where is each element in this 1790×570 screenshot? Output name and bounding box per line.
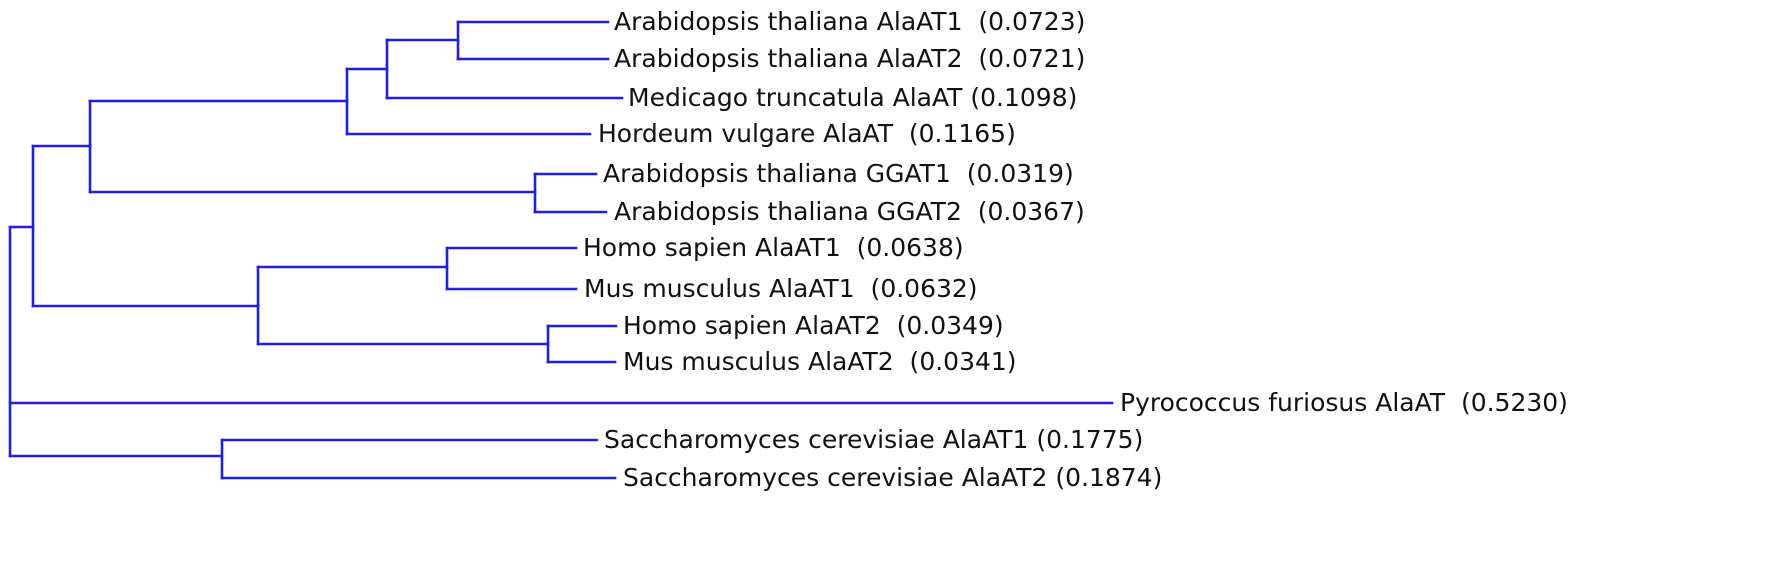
leaf-label-mm-alaat2: Mus musculus AlaAT2 (0.0341)	[623, 347, 1017, 376]
leaf-label-hv-alaat: Hordeum vulgare AlaAT (0.1165)	[598, 119, 1016, 148]
leaf-label-hs-alaat2: Homo sapien AlaAT2 (0.0349)	[623, 311, 1004, 340]
leaf-label-at-ggat1: Arabidopsis thaliana GGAT1 (0.0319)	[603, 159, 1074, 188]
tree-branches	[8, 20, 1114, 480]
leaf-label-hs-alaat1: Homo sapien AlaAT1 (0.0638)	[583, 233, 964, 262]
leaf-label-sc-alaat1: Saccharomyces cerevisiae AlaAT1 (0.1775)	[604, 425, 1143, 454]
leaf-label-mt-alaat: Medicago truncatula AlaAT (0.1098)	[628, 83, 1077, 112]
leaf-label-at-ggat2: Arabidopsis thaliana GGAT2 (0.0367)	[614, 197, 1085, 226]
leaf-label-mm-alaat1: Mus musculus AlaAT1 (0.0632)	[584, 274, 978, 303]
leaf-labels: Arabidopsis thaliana AlaAT1 (0.0723) Arab…	[583, 7, 1568, 492]
leaf-label-sc-alaat2: Saccharomyces cerevisiae AlaAT2 (0.1874)	[623, 463, 1162, 492]
leaf-label-at-alaat2: Arabidopsis thaliana AlaAT2 (0.0721)	[614, 44, 1085, 73]
leaf-label-pf-alaat: Pyrococcus furiosus AlaAT (0.5230)	[1120, 388, 1568, 417]
leaf-label-at-alaat1: Arabidopsis thaliana AlaAT1 (0.0723)	[614, 7, 1085, 36]
